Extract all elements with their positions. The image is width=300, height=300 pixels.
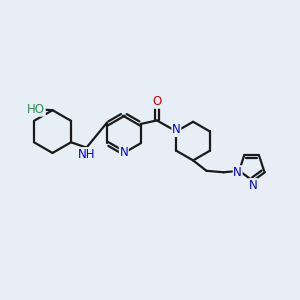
Text: N: N [119, 146, 128, 160]
Text: N: N [233, 166, 242, 179]
Text: HO: HO [27, 103, 45, 116]
Text: N: N [172, 123, 181, 136]
Text: O: O [152, 95, 161, 108]
Text: N: N [249, 179, 257, 192]
Text: NH: NH [78, 148, 96, 161]
